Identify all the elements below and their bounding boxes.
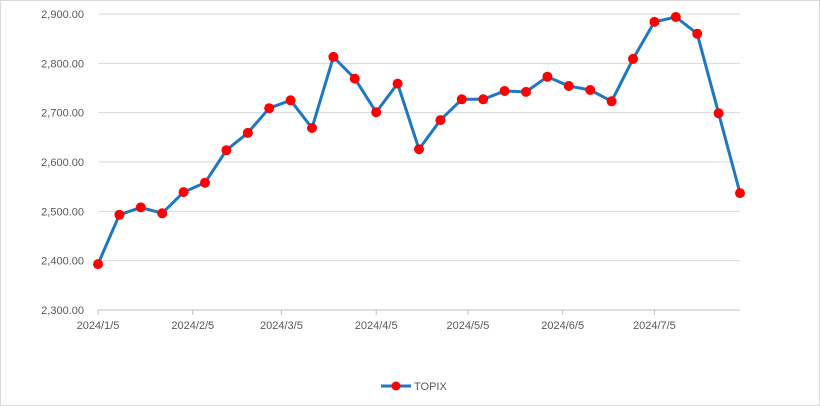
legend: TOPIX [381, 381, 447, 393]
data-point-marker [93, 259, 103, 270]
data-point-marker [135, 202, 146, 213]
data-point-marker [414, 144, 424, 155]
data-point-marker [200, 177, 210, 188]
data-point-marker [713, 108, 724, 119]
data-point-marker [114, 209, 125, 220]
x-tick-label: 2024/1/5 [77, 320, 120, 332]
y-axis: 2,300.00 2,400.00 2,500.00 2,600.00 2,700.00… [41, 9, 84, 317]
data-point-marker [478, 94, 489, 105]
legend-marker-swatch [391, 381, 401, 391]
gridlines [98, 13, 740, 311]
x-tick-label: 2024/7/5 [633, 320, 676, 332]
data-point-marker [628, 53, 638, 64]
data-point-marker [371, 107, 382, 118]
y-tick-label: 2,600.00 [41, 157, 84, 169]
data-point-marker [563, 81, 574, 91]
data-point-marker [585, 85, 596, 95]
data-point-marker [392, 78, 403, 89]
x-tick-label: 2024/4/5 [355, 320, 398, 332]
y-tick-label: 2,800.00 [41, 58, 84, 70]
data-point-marker [606, 96, 617, 107]
data-point-marker [456, 94, 467, 105]
y-tick-label: 2,500.00 [41, 206, 84, 218]
data-point-marker [178, 187, 189, 198]
x-tick-label: 2024/6/5 [541, 320, 584, 332]
data-point-marker [307, 123, 317, 133]
legend-label: TOPIX [414, 381, 447, 393]
data-point-marker [349, 73, 360, 84]
series-topix [93, 12, 745, 270]
y-tick-label: 2,700.00 [41, 108, 84, 120]
series-line [96, 15, 742, 266]
data-point-marker [649, 16, 660, 27]
data-point-marker [328, 51, 339, 62]
data-point-marker [264, 103, 275, 114]
y-tick-label: 2,900.00 [41, 9, 84, 21]
data-point-marker [157, 208, 168, 219]
data-point-marker [542, 71, 553, 82]
data-point-marker [521, 86, 531, 97]
data-point-marker [692, 28, 703, 39]
data-point-marker [435, 115, 446, 126]
data-point-marker [499, 86, 510, 96]
x-axis: 2024/1/5 2024/2/5 2024/3/5 2024/4/5 2024/5/5… [77, 310, 676, 332]
data-point-marker [221, 145, 232, 156]
data-point-marker [285, 95, 296, 106]
data-point-marker [670, 12, 681, 22]
y-tick-label: 2,400.00 [41, 256, 84, 268]
data-point-marker [735, 188, 745, 199]
data-point-marker [242, 127, 253, 138]
y-tick-label: 2,300.00 [41, 305, 84, 317]
x-tick-label: 2024/2/5 [171, 320, 214, 332]
x-tick-label: 2024/5/5 [447, 320, 490, 332]
x-tick-label: 2024/3/5 [260, 320, 303, 332]
